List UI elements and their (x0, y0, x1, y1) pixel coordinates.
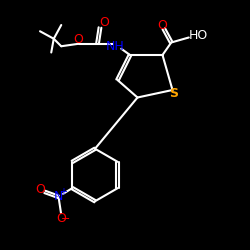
Text: O: O (56, 212, 66, 225)
Text: N: N (54, 190, 63, 203)
Text: HO: HO (189, 29, 208, 42)
Text: O: O (73, 33, 83, 46)
Text: S: S (169, 87, 178, 100)
Text: NH: NH (106, 40, 124, 53)
Text: −: − (61, 214, 71, 224)
Text: O: O (100, 16, 110, 30)
Text: O: O (35, 183, 45, 196)
Text: +: + (59, 188, 67, 198)
Text: O: O (158, 19, 168, 32)
